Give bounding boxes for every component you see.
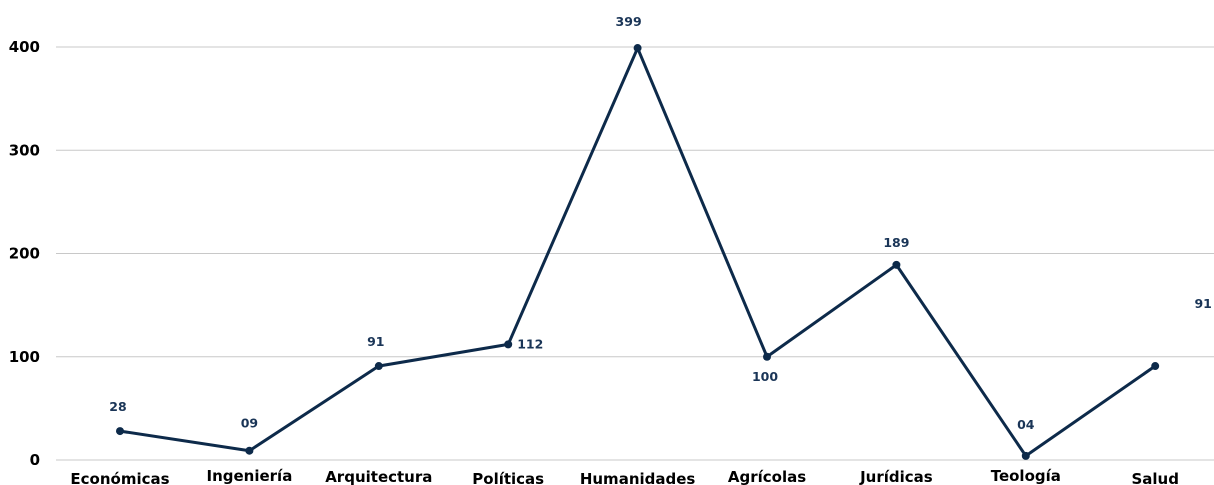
y-tick-label: 0 — [30, 451, 40, 469]
data-label: 189 — [883, 235, 909, 250]
y-tick-label: 400 — [9, 38, 40, 56]
data-point — [374, 362, 383, 371]
x-tick-label: Teología — [991, 467, 1061, 485]
x-axis-ticks: Económicas Ingeniería Arquitectura Política… — [70, 467, 1179, 485]
x-tick-label: Agrícolas — [728, 468, 806, 485]
data-label: 09 — [241, 416, 258, 431]
x-tick-label: Humanidades — [580, 470, 696, 485]
y-tick-label: 300 — [9, 141, 40, 159]
data-point — [1021, 451, 1030, 460]
data-label: 399 — [616, 14, 642, 29]
data-label: 91 — [1194, 296, 1211, 311]
data-labels: 28 09 91 112 399 100 189 04 91 — [109, 14, 1212, 432]
x-tick-label: Ingeniería — [206, 467, 292, 485]
x-tick-label: Arquitectura — [325, 468, 432, 485]
data-point — [763, 352, 771, 361]
y-tick-label: 200 — [9, 245, 40, 263]
data-point — [1151, 362, 1160, 371]
data-point — [892, 260, 901, 269]
x-tick-label: Políticas — [472, 470, 544, 485]
data-label: 04 — [1017, 417, 1035, 432]
y-axis-ticks: 0 100 200 300 400 — [9, 38, 40, 469]
data-point — [116, 427, 124, 436]
x-tick-label: Salud — [1131, 470, 1178, 485]
x-tick-label: Económicas — [70, 470, 169, 485]
y-tick-label: 100 — [9, 348, 40, 366]
data-point — [245, 446, 254, 455]
data-label: 100 — [752, 369, 778, 384]
data-points — [116, 44, 1160, 460]
data-label: 112 — [517, 336, 543, 351]
series-line-path — [118, 46, 1157, 458]
data-label: 91 — [367, 334, 384, 349]
x-tick-label: Jurídicas — [859, 468, 933, 485]
data-label: 28 — [109, 399, 126, 414]
series-line — [118, 46, 1157, 458]
gridlines — [56, 46, 1214, 461]
data-point — [633, 44, 642, 53]
data-point — [504, 340, 513, 349]
